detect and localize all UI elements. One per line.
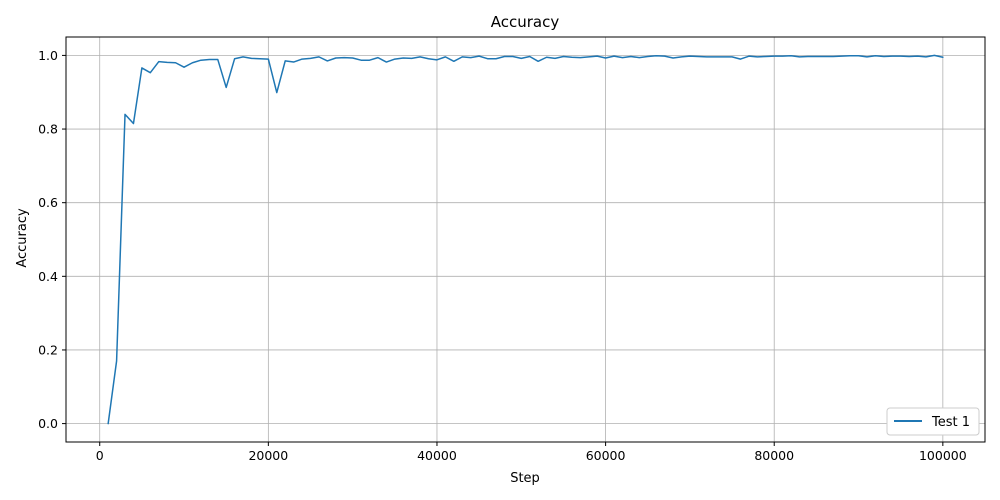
x-tick-label: 20000: [248, 448, 288, 463]
plot-frame: [65, 36, 986, 443]
y-tick-label: 0.4: [38, 269, 58, 284]
y-tick-label: 0.8: [38, 122, 58, 137]
legend: Test 1: [886, 407, 980, 436]
y-axis-label: Accuracy: [15, 208, 30, 268]
y-tick-label: 1.0: [38, 48, 58, 63]
grid-layer: [66, 37, 985, 442]
tick-layer: 0 20000 40000 60000 80000 100000 0.0 0.2 0.4 0.6 0…: [38, 48, 967, 463]
series-layer: [107, 54, 944, 425]
x-tick-label: 40000: [417, 448, 457, 463]
x-tick-label: 0: [96, 448, 104, 463]
y-tick-label: 0.0: [38, 416, 58, 431]
x-tick-label: 80000: [754, 448, 794, 463]
chart-title: Accuracy: [491, 13, 560, 31]
legend-label: Test 1: [931, 415, 970, 430]
series-line-0: [107, 54, 944, 425]
x-tick-label: 60000: [586, 448, 626, 463]
y-tick-label: 0.2: [38, 342, 58, 357]
x-axis-label: Step: [510, 471, 540, 486]
x-tick-label: 100000: [919, 448, 967, 463]
y-tick-label: 0.6: [38, 195, 58, 210]
legend-box: [886, 407, 980, 436]
